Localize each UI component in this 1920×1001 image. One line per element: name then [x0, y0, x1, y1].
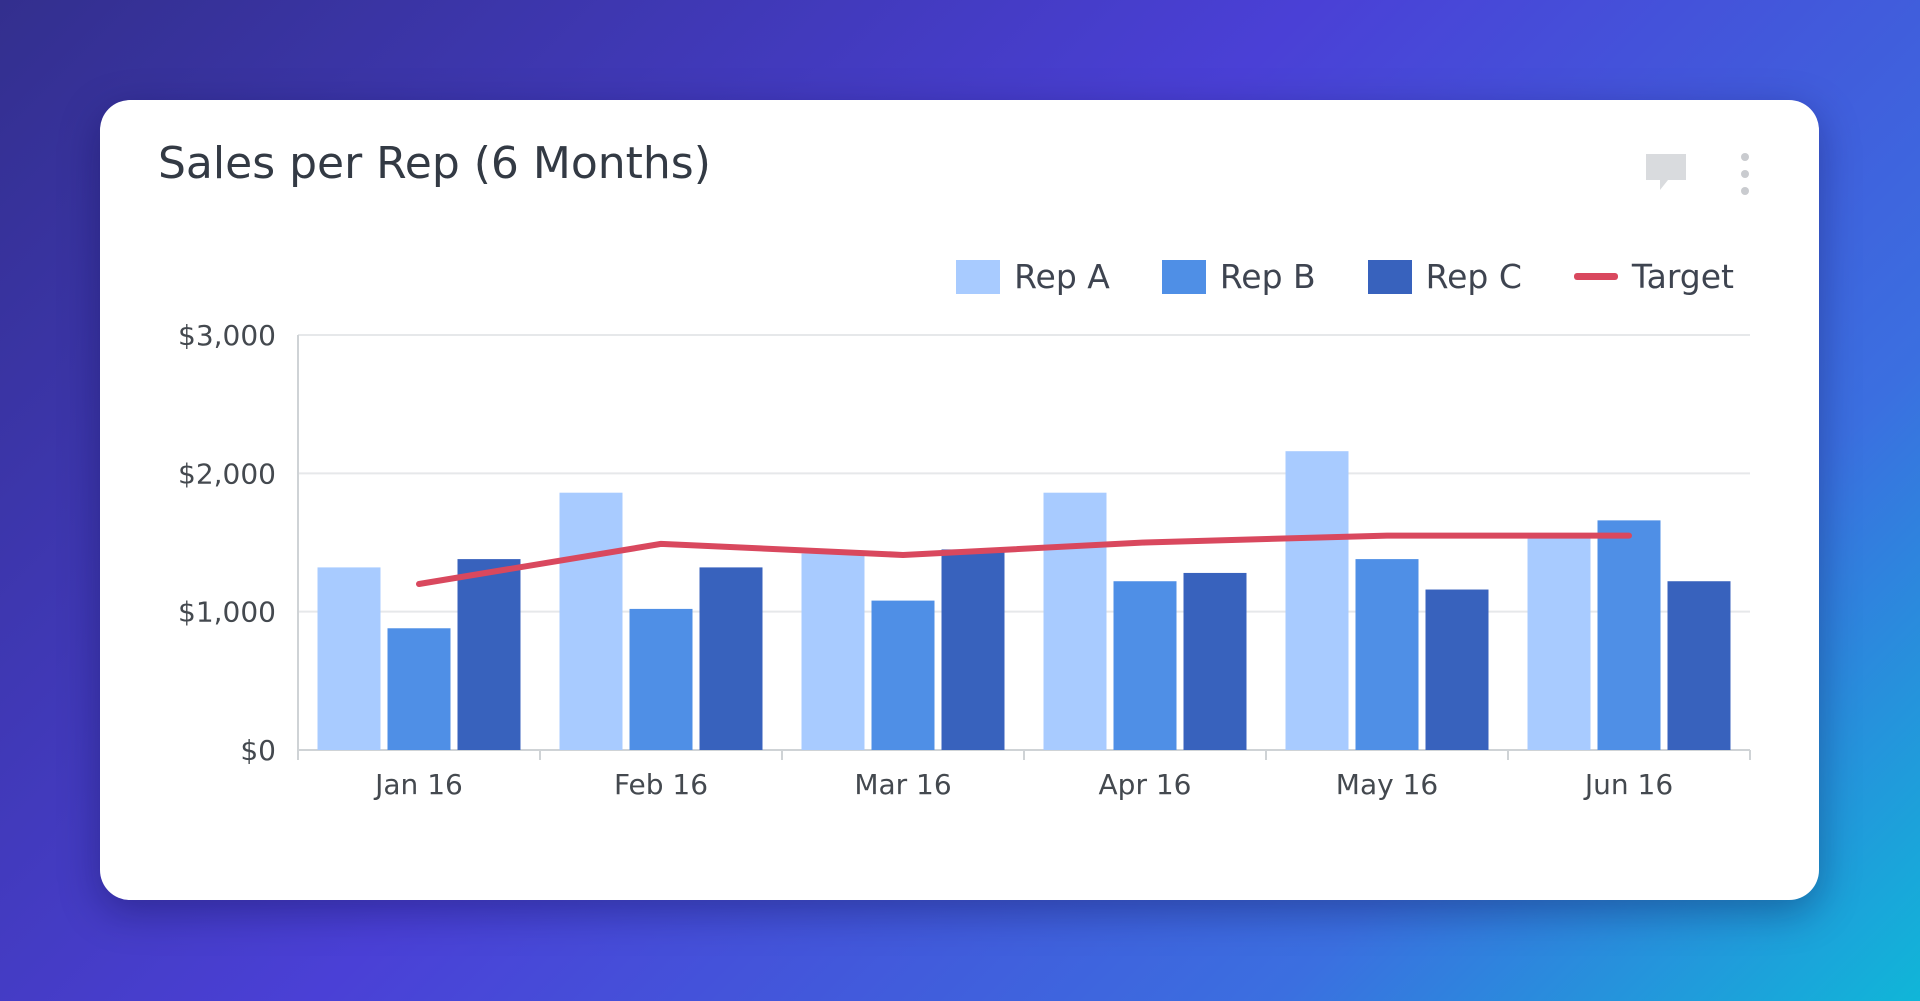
bar-rep-a[interactable]: [317, 567, 381, 750]
y-tick-label: $3,000: [178, 319, 276, 352]
chart-legend: Rep A Rep B Rep C Target: [956, 257, 1734, 296]
legend-item-rep-b[interactable]: Rep B: [1161, 257, 1316, 296]
legend-label-rep-c: Rep C: [1425, 257, 1522, 296]
bar-rep-b[interactable]: [1355, 559, 1419, 750]
target-line[interactable]: [416, 532, 1632, 587]
legend-item-target[interactable]: Target: [1573, 257, 1734, 296]
bar-rep-a[interactable]: [1043, 492, 1107, 750]
legend-item-rep-a[interactable]: Rep A: [956, 257, 1110, 296]
more-vertical-icon[interactable]: [1739, 152, 1751, 196]
legend-label-rep-a: Rep A: [1014, 257, 1110, 296]
bar-rep-c[interactable]: [457, 559, 521, 750]
x-tick-label: May 16: [1336, 768, 1438, 801]
bar-rep-c[interactable]: [1667, 581, 1731, 750]
bar-rep-a[interactable]: [801, 553, 865, 750]
bar-rep-b[interactable]: [1113, 581, 1177, 750]
legend-item-rep-c[interactable]: Rep C: [1367, 257, 1522, 296]
bar-rep-b[interactable]: [387, 628, 451, 750]
x-tick-label: Jan 16: [373, 768, 463, 801]
bar-rep-b[interactable]: [629, 608, 693, 750]
bar-rep-c[interactable]: [941, 549, 1005, 750]
legend-label-target: Target: [1631, 257, 1734, 296]
bar-rep-c[interactable]: [699, 567, 763, 750]
bar-rep-a[interactable]: [1285, 451, 1349, 750]
y-tick-label: $0: [240, 734, 276, 767]
chart-title: Sales per Rep (6 Months): [158, 138, 711, 189]
x-tick-label: Feb 16: [614, 768, 708, 801]
legend-swatch-rep-b: [1161, 259, 1206, 294]
legend-swatch-rep-a: [956, 259, 1001, 294]
bar-rep-a[interactable]: [1527, 535, 1591, 750]
x-tick-label: Jun 16: [1583, 768, 1673, 801]
bar-rep-b[interactable]: [871, 600, 935, 750]
x-tick-label: Mar 16: [854, 768, 951, 801]
legend-swatch-target: [1573, 273, 1618, 280]
bar-rep-b[interactable]: [1597, 520, 1661, 750]
legend-label-rep-b: Rep B: [1219, 257, 1316, 296]
legend-swatch-rep-c: [1367, 259, 1412, 294]
comment-icon[interactable]: [1644, 152, 1688, 192]
bar-rep-a[interactable]: [559, 492, 623, 750]
x-tick-label: Apr 16: [1099, 768, 1192, 801]
y-tick-label: $2,000: [178, 457, 276, 490]
bar-rep-c[interactable]: [1183, 572, 1247, 750]
chart-card: [100, 100, 1819, 900]
y-tick-label: $1,000: [178, 596, 276, 629]
bar-rep-c[interactable]: [1425, 589, 1489, 750]
